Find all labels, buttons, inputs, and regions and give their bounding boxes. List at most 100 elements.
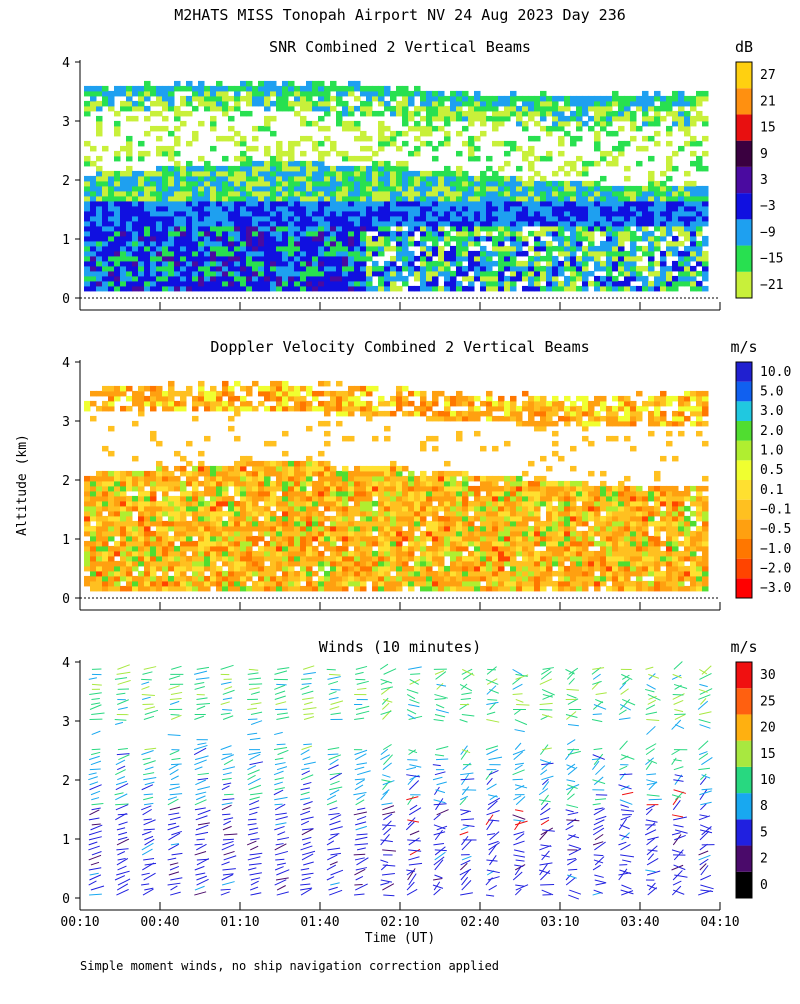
snr-field-cell bbox=[390, 281, 397, 287]
snr-field-cell bbox=[126, 86, 133, 92]
snr-field-cell bbox=[108, 211, 115, 217]
vel-field-cell bbox=[246, 401, 253, 407]
vel-field-cell bbox=[426, 416, 433, 422]
snr-field-cell bbox=[390, 171, 397, 177]
snr-field-cell bbox=[660, 226, 667, 232]
vel-field-cell bbox=[324, 486, 331, 492]
vel-field-cell bbox=[414, 516, 421, 522]
vel-field-cell bbox=[168, 406, 175, 412]
snr-field-cell bbox=[162, 96, 169, 102]
vel-field-cell bbox=[246, 576, 253, 582]
vel-field-cell bbox=[108, 571, 115, 577]
snr-field-cell bbox=[300, 116, 307, 122]
snr-field-cell bbox=[612, 101, 619, 107]
snr-field-cell bbox=[546, 186, 553, 192]
vel-field-cell bbox=[258, 581, 265, 587]
snr-field-cell bbox=[174, 251, 181, 256]
vel-field-cell bbox=[156, 391, 163, 397]
vel-field-cell bbox=[156, 386, 163, 392]
vel-field-cell bbox=[360, 406, 367, 412]
snr-field-cell bbox=[678, 116, 685, 122]
vel-field-cell bbox=[438, 566, 445, 572]
snr-field-cell bbox=[156, 136, 163, 142]
vel-field-cell bbox=[402, 491, 409, 497]
vel-field-cell bbox=[300, 556, 307, 562]
vel-field-cell bbox=[126, 481, 133, 487]
snr-field-cell bbox=[252, 181, 259, 187]
snr-field-cell bbox=[234, 266, 241, 272]
snr-field-cell bbox=[582, 271, 589, 277]
snr-field-cell bbox=[108, 216, 115, 222]
vel-field-cell bbox=[150, 551, 157, 557]
snr-field-cell bbox=[522, 276, 529, 282]
snr-field-cell bbox=[486, 176, 493, 182]
snr-field-cell bbox=[312, 81, 319, 87]
vel-field-cell bbox=[348, 571, 355, 577]
snr-field-cell bbox=[612, 221, 619, 227]
snr-field-cell bbox=[216, 136, 223, 142]
snr-field-cell bbox=[402, 121, 409, 127]
vel-field-cell bbox=[198, 566, 205, 572]
snr-field-cell bbox=[348, 256, 355, 261]
vel-field-cell bbox=[228, 496, 235, 502]
vel-field-cell bbox=[234, 471, 241, 477]
snr-field-cell bbox=[666, 216, 673, 222]
snr-field-cell bbox=[576, 226, 583, 232]
vel-field-cell bbox=[402, 411, 409, 417]
snr-field-cell bbox=[528, 271, 535, 277]
snr-field-cell bbox=[630, 126, 637, 132]
vel-field-cell bbox=[414, 501, 421, 507]
snr-field-cell bbox=[564, 181, 571, 187]
vel-field-cell bbox=[354, 476, 361, 482]
snr-field-cell bbox=[510, 261, 517, 267]
snr-field-cell bbox=[606, 151, 613, 157]
vel-field-cell bbox=[168, 576, 175, 582]
vel-field-cell bbox=[306, 566, 313, 572]
vel-field-cell bbox=[144, 481, 151, 487]
snr-field-cell bbox=[402, 196, 409, 202]
snr-field-cell bbox=[366, 226, 373, 232]
vel-field-cell bbox=[120, 531, 127, 537]
x-axis-label: Time (UT) bbox=[365, 931, 435, 946]
vel-field-cell bbox=[114, 571, 121, 577]
snr-field-cell bbox=[234, 156, 241, 162]
vel-field-cell bbox=[258, 551, 265, 557]
snr-field-cell bbox=[528, 191, 535, 197]
vel-field-cell bbox=[336, 411, 343, 417]
vel-field-cell bbox=[192, 571, 199, 577]
vel-field-cell bbox=[420, 546, 427, 552]
snr-field-cell bbox=[378, 201, 385, 207]
snr-field-cell bbox=[270, 181, 277, 187]
vel-field-cell bbox=[282, 501, 289, 507]
snr-field-cell bbox=[582, 256, 589, 261]
snr-field-cell bbox=[570, 231, 577, 237]
snr-field-cell bbox=[570, 256, 577, 261]
vel-field-cell bbox=[210, 561, 217, 567]
vel-field-cell bbox=[132, 536, 139, 542]
snr-field-cell bbox=[654, 226, 661, 232]
snr-field-cell bbox=[102, 201, 109, 207]
vel-field-cell bbox=[456, 511, 463, 517]
vel-field-cell bbox=[342, 566, 349, 572]
snr-field-cell bbox=[204, 251, 211, 256]
vel-field-cell bbox=[174, 476, 181, 482]
vel-field-cell bbox=[456, 576, 463, 582]
vel-field-cell bbox=[348, 566, 355, 572]
vel-field-cell bbox=[114, 586, 121, 592]
snr-field-cell bbox=[330, 166, 337, 172]
vel-field-cell bbox=[312, 526, 319, 532]
snr-field-cell bbox=[258, 91, 265, 97]
vel-field-cell bbox=[258, 586, 265, 592]
vel-field-cell bbox=[426, 586, 433, 592]
snr-field-cell bbox=[420, 226, 427, 232]
vel-field-cell bbox=[432, 476, 439, 482]
vel-field-cell bbox=[420, 471, 427, 477]
snr-field-cell bbox=[294, 176, 301, 182]
vel-field-cell bbox=[234, 531, 241, 537]
snr-field-cell bbox=[630, 111, 637, 117]
snr-field-cell bbox=[216, 181, 223, 187]
snr-field-cell bbox=[174, 171, 181, 177]
snr-field-cell bbox=[222, 246, 229, 252]
vel-field-cell bbox=[168, 566, 175, 572]
snr-field-cell bbox=[138, 256, 145, 261]
